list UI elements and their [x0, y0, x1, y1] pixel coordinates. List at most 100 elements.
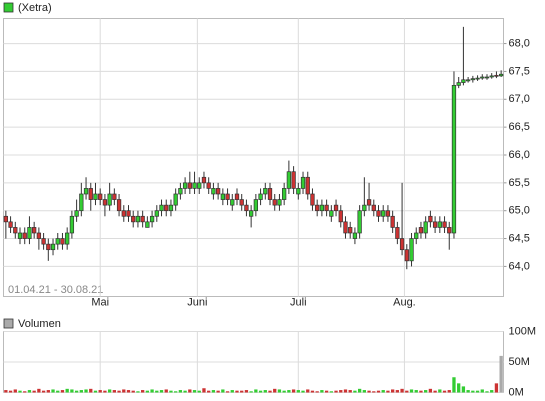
candle-body [36, 232, 42, 239]
candle-body [116, 199, 122, 212]
candle-body [329, 210, 334, 217]
volume-bar [230, 390, 234, 393]
x-tick-label: Aug. [393, 296, 416, 308]
candle-body [135, 215, 141, 223]
volume-bar [461, 386, 466, 393]
candle-body [102, 199, 108, 206]
volume-bar [442, 390, 447, 393]
volume-tick-label: 50M [509, 356, 530, 368]
volume-bar [343, 389, 348, 393]
date-range: 01.04.21 - 30.08.21 [8, 284, 103, 296]
candle-body [98, 193, 103, 200]
volume-bar [254, 389, 258, 393]
candle-body [348, 227, 353, 234]
volume-bar [60, 390, 65, 393]
candle-body [371, 204, 376, 212]
candle-body [489, 75, 494, 78]
candle-body [451, 85, 457, 234]
candle-body [390, 215, 395, 228]
candle-body [286, 171, 292, 189]
volume-bar [136, 391, 140, 393]
volume-bar [103, 390, 107, 393]
candle-body [414, 232, 419, 239]
volume-bar [433, 390, 437, 393]
candle-body [277, 199, 282, 206]
candle-body [234, 193, 240, 200]
volume-bar [301, 390, 305, 393]
candle-body [131, 215, 136, 223]
volume-bar [447, 390, 451, 393]
candle-body [315, 204, 320, 212]
volume-bar [13, 389, 17, 393]
volume-bar [381, 390, 385, 393]
candle-body [168, 204, 174, 212]
volume-bar [428, 388, 433, 393]
volume-bar [131, 390, 135, 393]
candle-body [272, 199, 277, 206]
candle-body [93, 193, 98, 200]
candle-body [253, 199, 259, 212]
candle-body [494, 74, 499, 77]
volume-bar [79, 390, 83, 393]
candle-body [404, 249, 409, 262]
volume-bar [107, 389, 112, 393]
candle-body [357, 210, 362, 234]
volume-bar [287, 390, 291, 393]
volume-bar [89, 388, 93, 393]
volume-bar [471, 390, 475, 393]
candle-body [182, 182, 188, 189]
volume-bar [419, 390, 423, 393]
volume-tick-label: 100M [509, 325, 537, 337]
volume-bar [405, 390, 409, 393]
candle-body [475, 77, 480, 80]
candle-body [145, 221, 150, 228]
y-tick-label: 64,5 [509, 232, 530, 244]
y-tick-label: 64,0 [509, 260, 530, 272]
x-tick-label: Juni [187, 296, 207, 308]
volume-bar [23, 391, 27, 393]
candle-body [376, 210, 381, 217]
candle-body [197, 182, 202, 189]
volume-bar [155, 390, 159, 393]
volume-bar [183, 390, 187, 393]
candle-body [239, 199, 244, 206]
candle-body [69, 215, 75, 234]
volume-bar [296, 390, 300, 393]
volume-bar [263, 390, 267, 393]
volume-bar [225, 391, 230, 393]
volume-bar [169, 390, 173, 393]
volume-bar [164, 389, 168, 393]
volume-bar [273, 388, 277, 393]
candle-body [291, 171, 296, 189]
y-tick-label: 65,5 [509, 177, 530, 189]
volume-bar [386, 390, 390, 393]
volume-bar [188, 389, 192, 393]
volume-bar [46, 390, 50, 393]
x-tick-label: Mai [91, 296, 109, 308]
candle-body [17, 232, 23, 239]
candle-body [465, 79, 471, 82]
candle-body [480, 76, 485, 79]
volume-bar [192, 390, 197, 393]
candle-body [310, 193, 315, 206]
candle-body [88, 188, 93, 200]
candle-body [418, 227, 424, 234]
volume-bar [98, 390, 102, 393]
candle-body [333, 204, 339, 212]
y-tick-label: 67,0 [509, 93, 530, 105]
volume-bar [240, 390, 244, 393]
volume-bar [249, 391, 253, 393]
volume-bar [282, 390, 286, 393]
volume-bar [334, 390, 338, 393]
candle-body [159, 204, 164, 212]
candle-body [409, 238, 414, 262]
candle-body [343, 221, 348, 234]
volume-bar [197, 390, 201, 393]
candle-body [338, 210, 343, 223]
candle-body [296, 188, 301, 195]
candle-body [352, 232, 358, 239]
volume-bar [376, 390, 381, 393]
candle-body [428, 215, 433, 223]
candle-body [381, 210, 386, 217]
y-tick-label: 65,0 [509, 205, 530, 217]
